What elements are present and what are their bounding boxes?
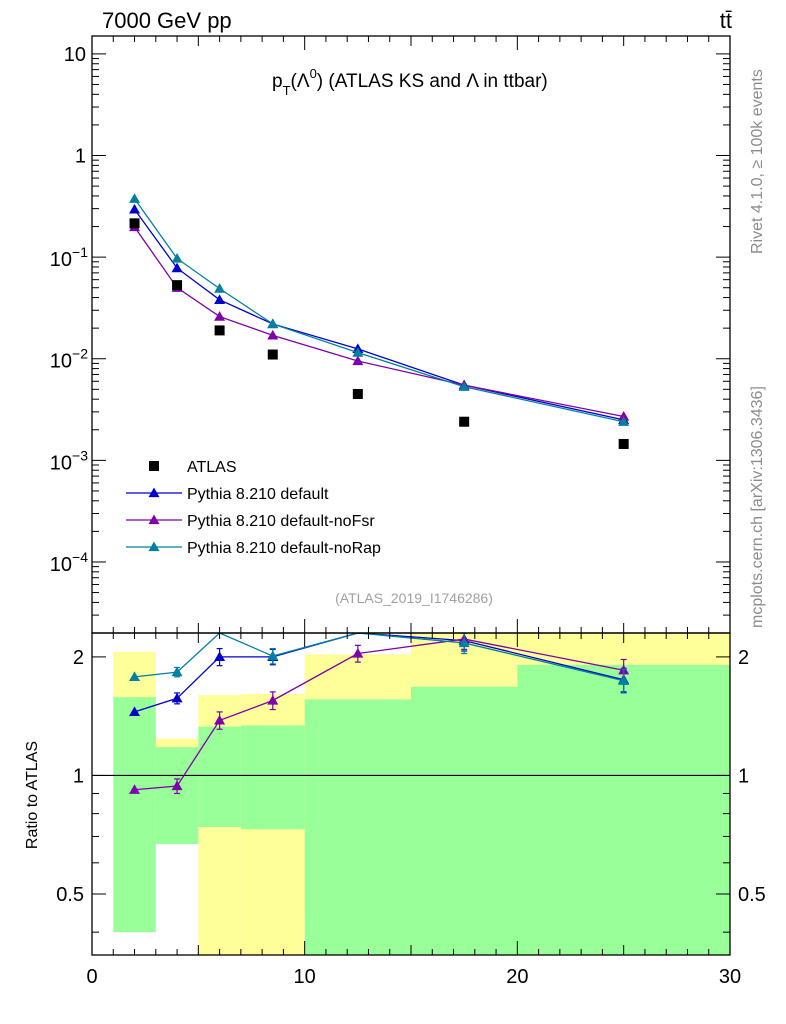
ratio-point-default-1 xyxy=(171,692,183,703)
main-point-noFsr-2 xyxy=(214,311,226,321)
ratio-point-default-0 xyxy=(129,706,141,717)
main-point-noFsr-6 xyxy=(618,411,630,421)
data-point-2 xyxy=(214,325,225,336)
main-line-default xyxy=(134,209,624,421)
energy-label: 7000 GeV pp xyxy=(102,8,232,33)
main-ytick-label-2: 10−1 xyxy=(50,244,88,271)
main-point-noRap-2 xyxy=(214,283,226,293)
ratio-point-default-2 xyxy=(214,651,226,662)
analysis-id: (ATLAS_2019_I1746286) xyxy=(335,590,493,606)
band-inner-3 xyxy=(240,725,305,830)
main-ytick-base: 10 xyxy=(50,452,72,474)
data-point-1 xyxy=(172,280,183,291)
main-ytick-base: 10 xyxy=(50,249,72,271)
main-point-default-2 xyxy=(214,294,226,304)
main-ytick-label-1: 1 xyxy=(75,146,86,168)
main-ytick-exp: −1 xyxy=(72,244,88,260)
ratio-point-noRap-3 xyxy=(267,650,279,661)
legend-label-1: Pythia 8.210 default xyxy=(187,486,329,503)
legend-label-3: Pythia 8.210 default-noRap xyxy=(187,540,381,557)
main-point-noRap-5 xyxy=(458,381,470,391)
ratio-ytick-label-right-1: 1 xyxy=(738,765,749,787)
main-ytick-exp: −2 xyxy=(72,346,88,362)
main-ytick-label-3: 10−2 xyxy=(50,346,88,373)
main-ytick-label-5: 10−4 xyxy=(50,549,88,576)
legend-marker-default xyxy=(148,487,160,498)
legend-marker-noFsr xyxy=(148,514,160,525)
ratio-point-noRap-0 xyxy=(129,671,141,681)
main-ytick-exp: −4 xyxy=(72,549,88,565)
data-point-3 xyxy=(267,349,278,360)
ratio-point-noRap-1 xyxy=(171,666,183,677)
xtick-label-3: 30 xyxy=(719,966,741,988)
data-point-0 xyxy=(129,218,140,229)
band-inner-4 xyxy=(304,699,411,955)
band-inner-0 xyxy=(113,697,156,933)
main-ytick-label-4: 10−3 xyxy=(50,447,88,474)
legend-label-2: Pythia 8.210 default-noFsr xyxy=(187,513,375,530)
main-ytick-exp: −3 xyxy=(72,447,88,463)
chart-title: pT(Λ0) (ATLAS KS and Λ in ttbar) xyxy=(272,66,548,98)
data-point-6 xyxy=(618,438,629,449)
legend: ATLAS Pythia 8.210 default Pythia 8.210 de… xyxy=(126,459,381,557)
ratio-marks xyxy=(92,633,730,795)
ratio-bands xyxy=(113,633,730,955)
title-sup-0: 0 xyxy=(310,66,317,81)
ratio-ylabel: Ratio to ATLAS xyxy=(24,741,41,849)
ratio-ytick-label-left-0: 2 xyxy=(73,647,84,669)
main-ytick-label-0: 10 xyxy=(64,44,86,66)
data-point-5 xyxy=(459,416,470,427)
main-point-noRap-3 xyxy=(267,318,279,329)
main-ytick-base: 10 xyxy=(50,351,72,373)
main-point-default-1 xyxy=(171,262,183,273)
ratio-point-noFsr-4 xyxy=(352,648,364,658)
main-point-noRap-1 xyxy=(171,252,183,263)
process-label: tt̄ xyxy=(720,8,732,33)
title-p: p xyxy=(272,71,283,92)
band-inner-1 xyxy=(155,747,199,844)
mcplots-label: mcplots.cern.ch [arXiv:1306.3436] xyxy=(749,386,766,628)
legend-label-0: ATLAS xyxy=(187,459,237,476)
main-point-noRap-0 xyxy=(129,193,141,203)
band-inner-5 xyxy=(411,686,518,955)
rivet-version-label: Rivet 4.1.0, ≥ 100k events xyxy=(749,69,766,254)
main-point-noRap-6 xyxy=(618,416,630,426)
xtick-label-2: 20 xyxy=(506,966,528,988)
main-point-noFsr-3 xyxy=(267,329,279,340)
main-line-noFsr xyxy=(134,226,624,418)
ratio-point-noFsr-1 xyxy=(171,780,183,791)
xtick-label-1: 10 xyxy=(294,966,316,988)
ratio-point-noRap-6 xyxy=(618,675,630,685)
band-inner-2 xyxy=(198,726,241,827)
ratio-point-noFsr-0 xyxy=(129,784,141,794)
data-point-4 xyxy=(352,388,363,399)
legend-marker-noRap xyxy=(148,541,160,552)
ratio-ytick-label-left-1: 1 xyxy=(73,765,84,787)
ratio-point-noRap-5 xyxy=(458,637,470,648)
title-open: (Λ xyxy=(291,71,310,92)
title-sub-t: T xyxy=(283,83,291,98)
main-point-noFsr-4 xyxy=(352,355,364,366)
ratio-ytick-label-right-0: 2 xyxy=(738,647,749,669)
xtick-label-0: 0 xyxy=(86,966,97,988)
main-line-noRap xyxy=(134,198,624,423)
main-point-noRap-4 xyxy=(352,347,364,357)
ratio-ytick-label-right-2: 0.5 xyxy=(738,884,766,906)
main-point-default-0 xyxy=(129,203,141,214)
main-marks xyxy=(129,193,630,449)
title-rest: ) (ATLAS KS and Λ in ttbar) xyxy=(317,71,548,92)
ratio-point-noFsr-3 xyxy=(267,694,279,705)
ratio-point-noFsr-2 xyxy=(214,714,226,725)
ratio-ytick-label-left-2: 0.5 xyxy=(56,884,84,906)
band-inner-6 xyxy=(517,664,730,955)
main-ytick-base: 10 xyxy=(50,554,72,576)
legend-marker-data xyxy=(149,461,159,471)
